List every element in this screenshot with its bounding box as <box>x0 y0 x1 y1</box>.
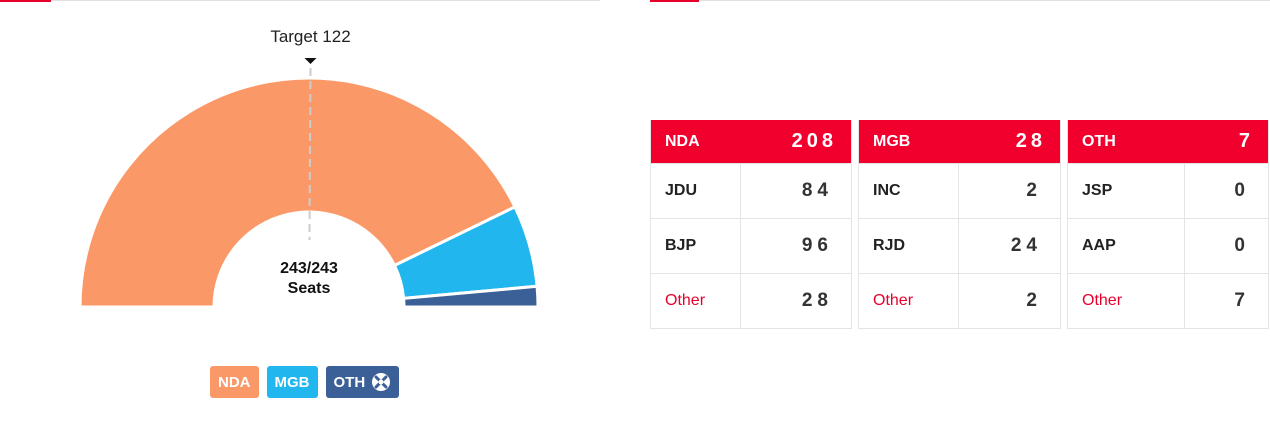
party-name: RJD <box>859 219 959 273</box>
cross-circle-icon <box>371 372 391 392</box>
alliance-total: 7 <box>1238 130 1254 152</box>
target-line <box>308 67 312 241</box>
party-seats: 0 <box>1234 235 1250 256</box>
legend-label-mgb: MGB <box>274 373 310 391</box>
seat-semicircle-chart: Target 122 243/243 Seats <box>78 27 540 309</box>
party-seats: 2 <box>1026 290 1042 311</box>
table-row: INC 2 <box>859 163 1060 218</box>
table-row: Other 2 <box>859 273 1060 328</box>
party-name-other: Other <box>859 274 959 328</box>
party-name: JDU <box>651 164 741 218</box>
divider-left <box>0 0 600 1</box>
table-header-oth: OTH 7 <box>1068 120 1268 163</box>
table-row: Other 28 <box>651 273 851 328</box>
party-name: BJP <box>651 219 741 273</box>
accent-bar-left <box>0 0 51 2</box>
party-seats: 96 <box>801 235 833 256</box>
table-row: BJP 96 <box>651 218 851 273</box>
table-row: AAP 0 <box>1068 218 1268 273</box>
party-name-other: Other <box>651 274 741 328</box>
alliance-name: MGB <box>873 132 911 150</box>
table-header-mgb: MGB 28 <box>859 120 1060 163</box>
legend-item-mgb[interactable]: MGB <box>266 366 318 398</box>
party-name: INC <box>859 164 959 218</box>
party-name-other: Other <box>1068 274 1185 328</box>
target-label: Target 122 <box>270 27 350 46</box>
table-row: JSP 0 <box>1068 163 1268 218</box>
table-oth: OTH 7 JSP 0 AAP 0 Other 7 <box>1067 120 1269 329</box>
seats-count: 243/243 <box>280 260 338 277</box>
table-row: RJD 24 <box>859 218 1060 273</box>
alliance-total: 208 <box>791 130 837 152</box>
party-seats: 0 <box>1234 180 1250 201</box>
party-seats: 84 <box>801 180 833 201</box>
party-seats: 7 <box>1234 290 1250 311</box>
party-name: JSP <box>1068 164 1185 218</box>
seats-label: Seats <box>288 280 331 297</box>
table-row: Other 7 <box>1068 273 1268 328</box>
alliance-name: OTH <box>1082 132 1116 150</box>
alliance-name: NDA <box>665 132 700 150</box>
target-marker-icon <box>304 58 317 64</box>
table-mgb: MGB 28 INC 2 RJD 24 Other 2 <box>858 120 1061 329</box>
accent-bar-right <box>650 0 699 2</box>
legend-item-nda[interactable]: NDA <box>210 366 259 398</box>
slice-nda[interactable] <box>78 76 517 309</box>
slice-oth[interactable] <box>401 284 540 309</box>
legend-label-oth: OTH <box>333 373 366 391</box>
alliance-total: 28 <box>1015 130 1046 152</box>
table-header-nda: NDA 208 <box>651 120 851 163</box>
table-nda: NDA 208 JDU 84 BJP 96 Other 28 <box>650 120 852 329</box>
party-seats: 24 <box>1010 235 1042 256</box>
party-seats: 2 <box>1026 180 1042 201</box>
results-tables: NDA 208 JDU 84 BJP 96 Other 28 MGB 28 IN… <box>650 120 1269 329</box>
legend-label-nda: NDA <box>218 373 251 391</box>
chart-legend: NDA MGB OTH <box>210 366 400 398</box>
legend-item-oth[interactable]: OTH <box>325 366 400 398</box>
table-row: JDU 84 <box>651 163 851 218</box>
party-name: AAP <box>1068 219 1185 273</box>
divider-right <box>650 0 1270 1</box>
party-seats: 28 <box>801 290 833 311</box>
